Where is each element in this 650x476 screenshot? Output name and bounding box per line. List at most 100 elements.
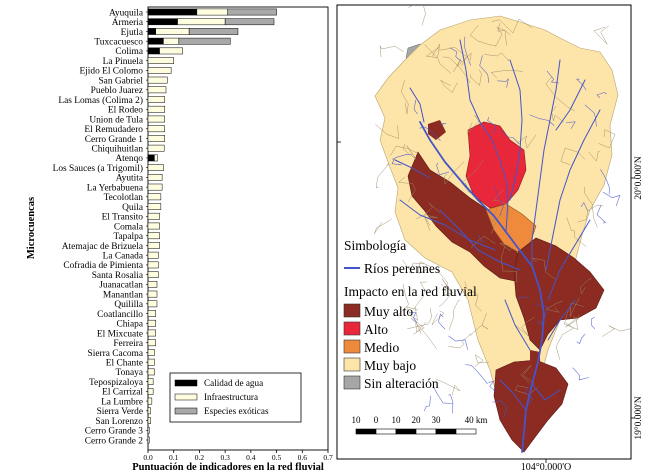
y-tick-label: El Transito — [102, 213, 144, 223]
bar-infra-2 — [155, 28, 190, 35]
y-tick-labels: AyuquilaArmeriaEjutlaTuxcacuescoColimaLa… — [53, 8, 148, 446]
y-tick-label: Ayutita — [116, 174, 144, 184]
bar-infra-44 — [147, 436, 150, 444]
y-tick-label: Tapalpa — [113, 232, 143, 242]
bar-infra-9 — [147, 96, 165, 103]
bar-infra-39 — [147, 388, 154, 395]
y-tick-label: El Mixcuate — [97, 329, 143, 339]
scale-segment — [455, 428, 477, 435]
bar-infra-7 — [147, 76, 168, 84]
bar-calidad-15 — [147, 154, 155, 162]
x-axis-title: Puntuación de indicadores en la red fluv… — [132, 462, 324, 473]
bar-infra-42 — [147, 417, 151, 424]
bar-infra-19 — [147, 193, 162, 201]
y-tick-label: Chiapa — [116, 320, 143, 330]
scale-label: 10 — [392, 415, 402, 425]
impact-label: Sin alteración — [364, 376, 439, 391]
bar-infra-18 — [147, 183, 163, 191]
y-tick-label: Ferreira — [113, 339, 144, 349]
y-tick-label: Cofradia de Pimienta — [63, 260, 144, 271]
y-tick-label: Colima — [115, 47, 143, 57]
y-tick-label: Las Lomas (Colima 2) — [58, 95, 143, 106]
impact-swatch — [343, 321, 361, 336]
bar-infra-43 — [147, 426, 150, 434]
bar-exoticas-2 — [188, 28, 239, 35]
x-tick-label: 0.7 — [323, 453, 333, 462]
legend: Calidad de agua Infraestructura Especies e… — [169, 372, 302, 423]
bar-infra-26 — [147, 261, 159, 269]
bar-infra-3 — [163, 37, 180, 45]
y-tick-label: Atemajac de Brizuela — [62, 242, 144, 252]
legend-label: Calidad de agua — [204, 378, 263, 388]
y-tick-label: Union de Tula — [89, 115, 143, 125]
bar-infra-10 — [147, 105, 165, 113]
bar-infra-37 — [147, 368, 155, 376]
bar-infra-31 — [147, 310, 156, 317]
scale-label: 20 — [412, 415, 422, 425]
bar-infra-28 — [147, 281, 158, 288]
y-tick-label: Sierra Verde — [97, 407, 143, 417]
bar-infra-5 — [147, 57, 174, 64]
y-tick-label: Ejido El Colomo — [79, 67, 143, 77]
y-tick-label: San Lorenzo — [95, 417, 143, 427]
subbasin-lines — [374, 5, 631, 396]
legend-swatch — [174, 393, 198, 401]
bar-infra-11 — [147, 115, 165, 123]
bar-infra-13 — [147, 135, 165, 142]
scale-label: 10 — [352, 415, 362, 425]
bar-infra-15 — [154, 154, 158, 162]
scale-segment — [355, 428, 377, 435]
impact-label: Medio — [364, 340, 399, 355]
bar-infra-16 — [147, 164, 164, 171]
scale-label: 30 — [432, 415, 442, 425]
x-tick-label: 0.1 — [169, 453, 179, 462]
bar-calidad-2 — [147, 28, 156, 35]
x-tick-label: 0.3 — [220, 453, 230, 462]
rivers-legend-label: Ríos perennes — [364, 261, 440, 276]
legend-swatch — [174, 407, 198, 415]
y-tick-label: Pueblo Juarez — [91, 86, 143, 96]
alto-region — [465, 121, 527, 209]
bar-chart: AyuquilaArmeriaEjutlaTuxcacuescoColimaLa… — [26, 6, 333, 473]
scale-segment — [375, 428, 397, 435]
y-tick-label: Ayuquila — [109, 8, 144, 18]
scale-segment — [415, 428, 437, 435]
x-ticks: 0.0 0.1 0.2 0.3 0.4 0.5 0.6 0.7 — [143, 450, 333, 462]
bar-infra-25 — [147, 251, 159, 259]
scale-bar: 10 0 10 20 30 40 km — [352, 415, 487, 435]
impact-title: Impacto en la red fluvial — [344, 284, 477, 299]
y-tick-label: El Carrizal — [102, 388, 143, 398]
impact-swatch — [343, 357, 361, 372]
impact-label: Muy bajo — [364, 358, 416, 373]
bar-infra-21 — [147, 212, 160, 220]
impact-swatch — [343, 339, 361, 354]
bar-infra-14 — [147, 144, 165, 152]
y-tick-label: Atenqo — [115, 154, 143, 164]
bar-infra-33 — [147, 329, 156, 337]
bar-infra-32 — [147, 319, 156, 327]
muy-alto-central — [513, 237, 605, 351]
bar-infra-41 — [147, 407, 151, 415]
y-axis-title: Microcuencas — [26, 197, 37, 259]
y-tick-label: Cerro Grande 1 — [85, 135, 144, 145]
bar-infra-30 — [147, 300, 158, 308]
lat-20-label: 20°0.000'N — [633, 156, 644, 199]
impact-classes: Muy alto Alto Medio Muy bajo Sin alteración — [343, 303, 439, 391]
bar-infra-27 — [147, 271, 159, 278]
y-tick-label: Tuxcacuesco — [94, 37, 143, 47]
bar-infra-40 — [147, 397, 153, 405]
y-tick-label: Comala — [114, 222, 144, 232]
y-tick-label: El Chante — [106, 358, 143, 368]
x-tick-label: 0.0 — [143, 453, 153, 462]
y-tick-label: Santa Rosalia — [92, 271, 144, 281]
bar-infra-8 — [147, 86, 167, 94]
bar-infra-23 — [147, 232, 160, 240]
y-tick-label: Tecolotlan — [104, 193, 144, 203]
y-tick-label: El Rodeo — [108, 106, 143, 116]
chart-bars — [147, 8, 277, 444]
x-tick-label: 0.2 — [195, 453, 205, 462]
y-tick-label: Los Sauces (a Trigomil) — [53, 163, 143, 174]
bar-infra-34 — [147, 339, 156, 347]
bar-infra-38 — [147, 378, 154, 385]
impact-label: Alto — [364, 322, 388, 337]
